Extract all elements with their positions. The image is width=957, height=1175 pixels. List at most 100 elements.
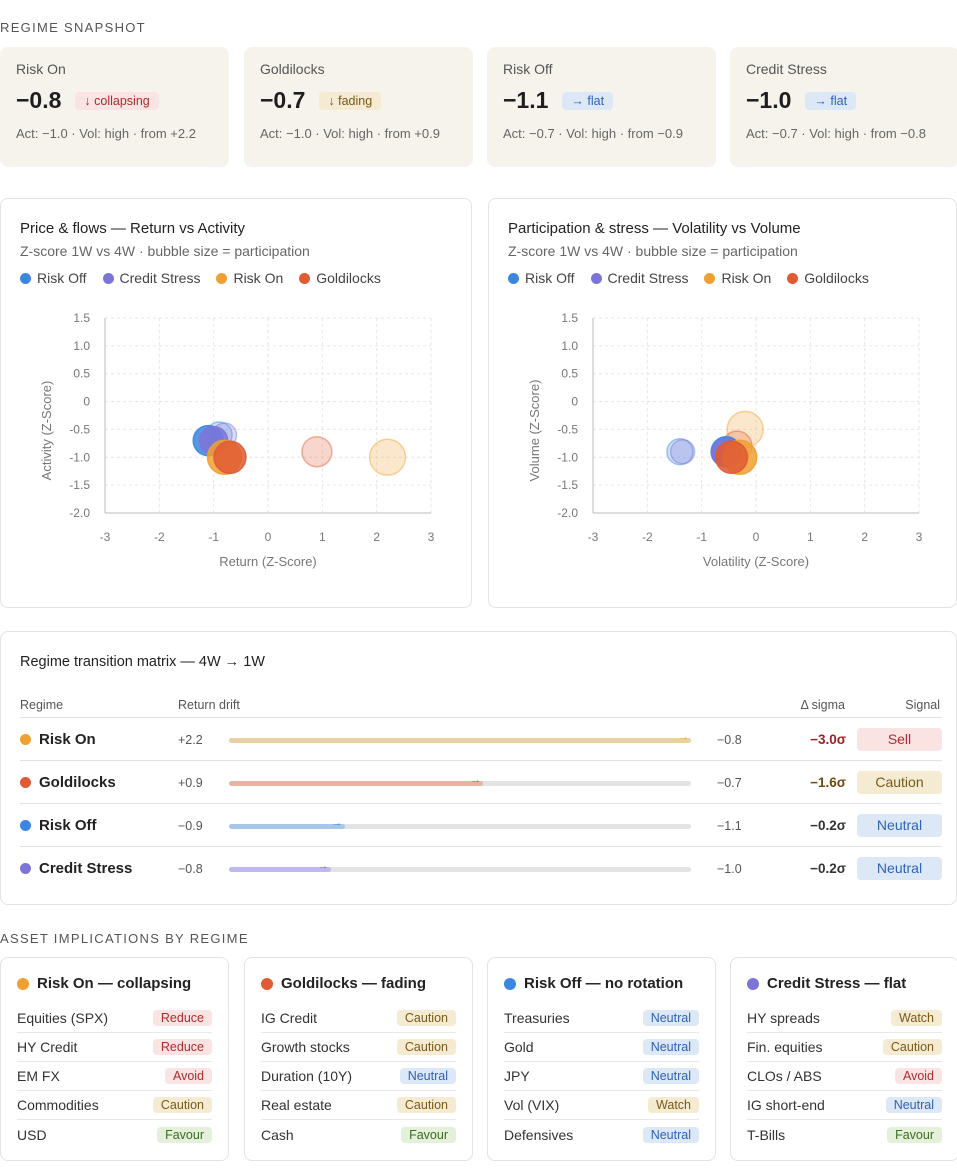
snapshot-card-meta: Act: −1.0 · Vol: high · from +2.2 [16,126,196,141]
snapshot-card-name: Credit Stress [746,61,827,77]
asset-name: IG short-end [747,1097,825,1113]
snapshot-card-risk-on[interactable]: Risk On −0.8 ↓ collapsing Act: −1.0 · Vo… [0,47,229,167]
asset-row[interactable]: USD Favour [17,1120,212,1149]
signal-badge: Neutral [857,857,942,880]
asset-row[interactable]: CLOs / ABS Avoid [747,1062,942,1091]
asset-tag-badge: Neutral [642,1039,699,1055]
signal-badge: Sell [857,728,942,751]
asset-card-title: Risk On — collapsing [17,975,212,992]
asset-tag-badge: Caution [882,1039,942,1055]
bubble-goldilocks-4w[interactable] [301,435,333,468]
x-tick-label: -3 [588,530,599,544]
asset-name: Cash [261,1126,294,1143]
snapshot-card-name: Goldilocks [260,61,325,77]
legend-label: Goldilocks [316,270,381,286]
drift-arrow-icon: → [470,774,482,786]
asset-tag-badge: Neutral [399,1068,456,1084]
x-tick-label: -2 [154,530,165,544]
asset-row[interactable]: IG short-end Neutral [747,1091,942,1120]
y-tick-label: -1.5 [69,478,90,492]
asset-row[interactable]: IG Credit Caution [261,1004,456,1033]
drift-bar-fill [229,824,345,829]
asset-row[interactable]: Gold Neutral [504,1033,699,1062]
chart-panel-return-activity: Price & flows — Return vs Activity Z-sco… [0,198,472,608]
scatter-plot-return-activity[interactable]: -3 -2 -1 0 1 2 3 1.5 1.0 0.5 0 -0.5 -1.0 -1.5 -2.0 Retu… [1,199,473,609]
asset-card-title: Goldilocks — fading [261,975,456,992]
x-tick-label: -2 [642,530,653,544]
legend-item-goldilocks[interactable]: Goldilocks [299,270,381,286]
asset-row[interactable]: Equities (SPX) Reduce [17,1004,212,1033]
matrix-row-credit-stress[interactable]: Credit Stress −0.8 → −1.0 −0.2σ Neutral [20,846,942,889]
legend-item-risk-on[interactable]: Risk On [704,270,771,286]
asset-card-title-text: Goldilocks — fading [281,975,427,992]
snapshot-card-meta: Act: −0.7 · Vol: high · from −0.8 [746,126,926,141]
y-tick-label: -2.0 [69,506,90,520]
chart-legend: Risk Off Credit Stress Risk On Goldilock… [20,270,381,286]
asset-name: EM FX [17,1068,60,1084]
asset-row[interactable]: Treasuries Neutral [504,1004,699,1033]
snapshot-card-credit-stress[interactable]: Credit Stress −1.0 → flat Act: −0.7 · Vo… [730,47,957,167]
regime-label: Risk Off [39,817,97,834]
legend-dot-icon [704,272,716,284]
matrix-header-delta: Δ sigma [800,698,845,712]
asset-row[interactable]: JPY Neutral [504,1062,699,1091]
drift-bar-fill [229,781,484,786]
asset-row[interactable]: Vol (VIX) Watch [504,1091,699,1120]
drift-bar-track: → [229,860,691,872]
matrix-regime-name: Credit Stress [20,860,132,877]
asset-row[interactable]: EM FX Avoid [17,1062,212,1091]
asset-row[interactable]: Real estate Caution [261,1091,456,1120]
y-tick-label: -0.5 [557,422,578,436]
signal-badge: Neutral [857,814,942,837]
snapshot-card-meta: Act: −1.0 · Vol: high · from +0.9 [260,126,440,141]
snapshot-card-risk-off[interactable]: Risk Off −1.1 → flat Act: −0.7 · Vol: hi… [487,47,716,167]
legend-label: Goldilocks [804,270,869,286]
drift-from-value: +0.9 [178,776,203,790]
chart-legend: Risk Off Credit Stress Risk On Goldilock… [508,270,869,286]
asset-tag-badge: Caution [396,1097,456,1113]
matrix-regime-name: Risk On [20,731,96,748]
trend-badge: ↓ collapsing [75,91,159,110]
drift-to-value: −0.8 [717,733,742,747]
bubble-credit-stress-4w[interactable] [669,438,696,465]
scatter-plot-volatility-volume[interactable]: -3 -2 -1 0 1 2 3 1.5 1.0 0.5 0 -0.5 -1.0 -1.5 -2.0 Vola… [489,199,957,609]
asset-name: JPY [504,1068,530,1084]
delta-sigma-value: −0.2σ [810,818,846,833]
asset-row[interactable]: Defensives Neutral [504,1120,699,1149]
y-tick-label: 0.5 [73,367,90,381]
delta-sigma-value: −0.2σ [810,861,846,876]
asset-tag-badge: Watch [648,1097,699,1113]
bubble-goldilocks-1w[interactable] [714,440,749,475]
y-tick-label: 1.0 [561,339,578,353]
drift-arrow-icon: → [317,860,329,872]
asset-name: HY spreads [747,1010,820,1026]
legend-item-credit-stress[interactable]: Credit Stress [590,270,688,286]
matrix-regime-name: Goldilocks [20,774,116,791]
bubble-goldilocks-1w[interactable] [213,440,247,475]
asset-row[interactable]: HY Credit Reduce [17,1033,212,1062]
asset-row[interactable]: Duration (10Y) Neutral [261,1062,456,1091]
legend-item-risk-off[interactable]: Risk Off [508,270,575,286]
regime-dot-icon [17,977,29,990]
matrix-row-risk-off[interactable]: Risk Off −0.9 → −1.1 −0.2σ Neutral [20,803,942,846]
snapshot-card-goldilocks[interactable]: Goldilocks −0.7 ↓ fading Act: −1.0 · Vol… [244,47,473,167]
asset-card-title-text: Risk On — collapsing [37,975,192,992]
bubble-risk-on-4w[interactable] [368,438,407,477]
asset-row[interactable]: Fin. equities Caution [747,1033,942,1062]
bubble-risk-off-4w[interactable] [666,437,694,466]
legend-item-goldilocks[interactable]: Goldilocks [787,270,869,286]
asset-row[interactable]: Commodities Caution [17,1091,212,1120]
matrix-row-goldilocks[interactable]: Goldilocks +0.9 → −0.7 −1.6σ Caution [20,760,942,803]
drift-arrow-icon: → [331,817,343,829]
asset-row[interactable]: Growth stocks Caution [261,1033,456,1062]
legend-item-credit-stress[interactable]: Credit Stress [102,270,201,286]
legend-item-risk-on[interactable]: Risk On [216,270,283,286]
legend-item-risk-off[interactable]: Risk Off [20,270,87,286]
asset-row[interactable]: HY spreads Watch [747,1004,942,1033]
asset-row[interactable]: Cash Favour [261,1120,456,1149]
asset-row[interactable]: T-Bills Favour [747,1120,942,1149]
matrix-row-risk-on[interactable]: Risk On +2.2 → −0.8 −3.0σ Sell [20,717,942,760]
chart-subtitle: Z-score 1W vs 4W · bubble size = partici… [508,243,798,259]
legend-label: Credit Stress [119,270,201,286]
x-tick-label: 2 [861,530,868,544]
